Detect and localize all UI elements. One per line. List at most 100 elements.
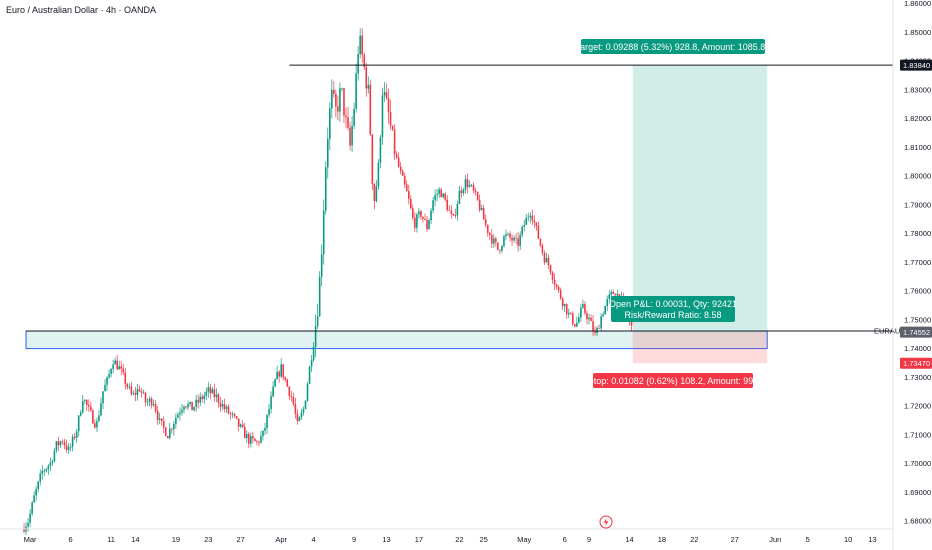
candle-body: [262, 430, 264, 437]
candle-body: [428, 220, 430, 230]
candle-body: [173, 423, 175, 430]
target-label-text: Target: 0.09288 (5.32%) 928.8, Amount: 1…: [576, 42, 771, 52]
price-tag-label: 1.74552: [903, 328, 930, 337]
candle-body: [525, 217, 528, 225]
candle-body: [480, 208, 483, 210]
candle-body: [142, 392, 145, 394]
candle-body: [456, 203, 459, 216]
candle-body: [164, 427, 167, 437]
candle-body: [92, 410, 94, 424]
candle-body: [189, 401, 191, 405]
price-tag-box: [900, 326, 932, 338]
price-tick-label: 1.73000: [904, 373, 931, 382]
candle-body: [357, 54, 359, 74]
candle-body: [557, 287, 560, 291]
candle-body: [482, 208, 485, 220]
candle-body: [130, 386, 133, 394]
candle-body: [604, 306, 606, 315]
candle-body: [586, 313, 588, 320]
candle-body: [171, 428, 173, 430]
candle-body: [225, 406, 228, 409]
time-tick-label: May: [517, 535, 531, 544]
price-tick-label: 1.75000: [904, 315, 931, 324]
candle-body: [446, 199, 449, 211]
candle-body: [509, 233, 511, 238]
price-tick-label: 1.80000: [904, 172, 931, 181]
stop-label: Stop: 0.01082 (0.62%) 108.2, Amount: 990: [588, 373, 759, 388]
candle-body: [282, 364, 285, 378]
candle-body: [169, 428, 171, 439]
candle-body: [616, 294, 619, 296]
candle-body: [606, 299, 609, 307]
candle-body: [106, 377, 108, 385]
candle-body: [363, 54, 366, 68]
candle-body: [385, 92, 388, 99]
candle-body: [199, 396, 201, 403]
candle-body: [432, 200, 434, 211]
candle-body: [183, 406, 185, 410]
candle-body: [486, 224, 489, 233]
candle-body: [312, 346, 315, 361]
candle-body: [543, 253, 546, 263]
candle-body: [98, 415, 100, 422]
candle-body: [245, 433, 248, 439]
target-zone: [632, 65, 768, 333]
candle-body: [527, 217, 530, 219]
candle-body: [132, 393, 135, 394]
candle-body: [333, 89, 335, 94]
candle-body: [630, 322, 633, 326]
candle-body: [187, 404, 189, 408]
candle-body: [195, 399, 197, 408]
candle-body: [454, 215, 457, 216]
candle-body: [610, 291, 613, 295]
stop-zone: [632, 332, 768, 364]
candle-body: [118, 366, 120, 370]
candle-body: [529, 215, 532, 218]
candle-body: [292, 396, 295, 404]
pnl-label-text: Risk/Reward Ratio: 8.58: [624, 310, 721, 320]
candle-body: [272, 386, 274, 397]
candle-body: [266, 414, 268, 429]
candle-body: [201, 396, 204, 400]
price-tag-label: 1.73470: [903, 359, 930, 368]
candle-body: [578, 317, 580, 323]
candle-body: [148, 398, 151, 402]
candle-body: [256, 441, 258, 442]
candle-body: [215, 394, 218, 398]
time-tick-label: 14: [625, 535, 633, 544]
candle-body: [576, 322, 578, 327]
candle-body: [175, 417, 177, 424]
candle-body: [324, 167, 327, 211]
stop-label-text: Stop: 0.01082 (0.62%) 108.2, Amount: 990: [588, 376, 759, 386]
price-tags: 1.83840 1.74552 1.73470: [900, 59, 932, 369]
candle-body: [276, 371, 278, 380]
candle-body: [329, 108, 331, 139]
candle-body: [94, 423, 96, 428]
candle-body: [280, 364, 282, 377]
candle-body: [375, 186, 378, 202]
candle-body: [65, 445, 68, 450]
time-tick-label: 27: [731, 535, 739, 544]
candle-body: [39, 473, 42, 482]
candle-body: [373, 184, 376, 202]
time-tick-label: Mar: [24, 535, 37, 544]
candle-body: [572, 313, 574, 325]
time-axis: Mar 6 11 14 19 23 27 Apr 4 9 13 17 22 25 May 6 9 14 18 22 27…: [24, 535, 877, 544]
candle-body: [414, 217, 416, 228]
candle-body: [474, 190, 477, 193]
candle-body: [521, 226, 523, 235]
candle-body: [304, 400, 307, 409]
candle-body: [207, 387, 210, 392]
candle-body: [452, 213, 455, 216]
candle-body: [310, 360, 313, 367]
price-tick-label: 1.74000: [904, 344, 931, 353]
candle-body: [559, 290, 562, 299]
symbol-label: EURAUD: [874, 327, 906, 336]
candle-body: [248, 433, 250, 444]
time-tick-label: Apr: [275, 535, 287, 544]
candle-body: [134, 393, 137, 395]
lightning-icon[interactable]: [599, 515, 613, 529]
candle-body: [185, 406, 187, 408]
candle-body: [57, 441, 60, 446]
